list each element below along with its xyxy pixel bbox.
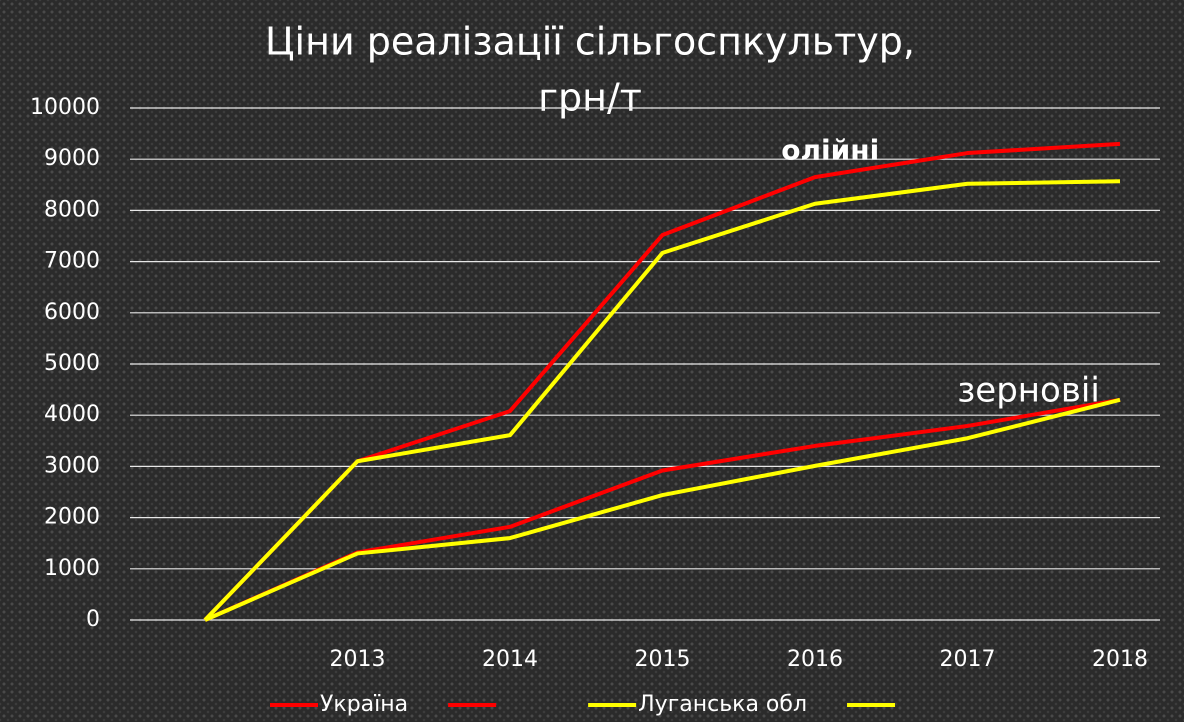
y-tick-label: 7000 <box>44 249 100 274</box>
y-tick-label: 9000 <box>44 146 100 171</box>
legend-label: Луганська обл <box>638 692 807 717</box>
y-tick-label: 2000 <box>44 505 100 530</box>
x-tick-label: 2014 <box>482 647 538 672</box>
legend-label: Україна <box>320 692 408 717</box>
series-line <box>203 179 1121 622</box>
annotation: олійні <box>781 134 879 167</box>
annotation: зерновіі <box>957 371 1100 411</box>
x-tick-label: 2017 <box>940 647 996 672</box>
y-tick-label: 0 <box>86 607 100 632</box>
y-tick-label: 8000 <box>44 197 100 222</box>
y-tick-label: 4000 <box>44 402 100 427</box>
chart-title: Ціни реалізації сільгоспкультур, <box>265 20 915 64</box>
x-tick-label: 2016 <box>787 647 843 672</box>
y-tick-label: 10000 <box>30 95 100 120</box>
y-tick-label: 1000 <box>44 556 100 581</box>
y-tick-label: 6000 <box>44 300 100 325</box>
series-line <box>204 397 1121 622</box>
x-tick-label: 2018 <box>1092 647 1148 672</box>
x-tick-label: 2015 <box>635 647 691 672</box>
x-tick-label: 2013 <box>330 647 386 672</box>
chart-title: грн/т <box>538 76 642 120</box>
y-tick-label: 5000 <box>44 351 100 376</box>
y-tick-label: 3000 <box>44 453 100 478</box>
